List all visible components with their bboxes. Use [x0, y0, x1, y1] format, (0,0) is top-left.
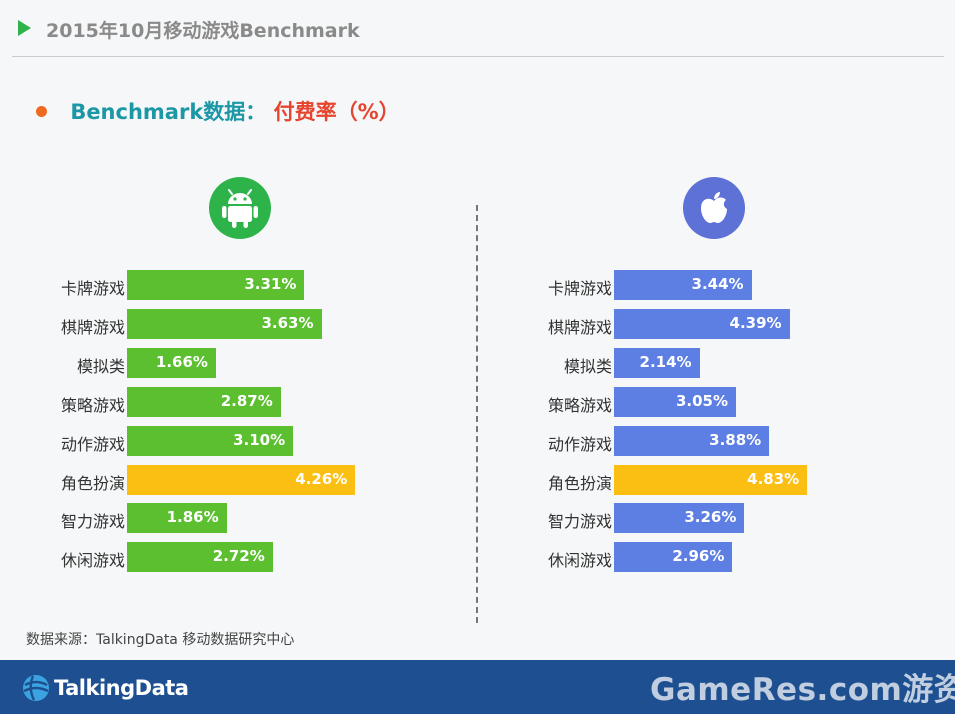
bar-value-label: 3.26% — [684, 508, 737, 527]
bar-row: 棋牌游戏 4.39% — [502, 308, 902, 339]
bar: 4.39% — [614, 308, 790, 339]
chart-subtitle: Benchmark数据： 付费率（%） — [36, 96, 400, 126]
bar-row: 模拟类 2.14% — [502, 347, 902, 378]
bar-row: 休闲游戏 2.96% — [502, 542, 902, 573]
watermark: GameRes.com游资网 — [650, 672, 955, 708]
subtitle-part-2: 付费率（%） — [273, 100, 400, 124]
bar-value-label: 2.14% — [639, 352, 692, 371]
bar-value-label: 3.88% — [709, 430, 762, 449]
bar: 1.86% — [127, 503, 227, 534]
bar: 4.83% — [614, 464, 808, 495]
category-label: 休闲游戏 — [547, 551, 612, 571]
category-label: 模拟类 — [76, 356, 125, 376]
bullet-dot-icon — [36, 105, 47, 117]
category-label: 策略游戏 — [547, 395, 612, 415]
bar: 4.26% — [127, 464, 356, 495]
data-source-note: 数据来源：TalkingData 移动数据研究中心 — [26, 632, 295, 648]
bar: 1.66% — [127, 347, 216, 378]
bar-value-label: 1.66% — [155, 352, 208, 371]
bar-row: 智力游戏 3.26% — [502, 503, 902, 534]
bar-row: 策略游戏 3.05% — [502, 386, 902, 417]
bar: 2.14% — [614, 347, 700, 378]
bar-value-label: 4.39% — [729, 313, 782, 332]
category-label: 动作游戏 — [60, 434, 125, 454]
category-label: 模拟类 — [563, 356, 612, 376]
bar-row: 棋牌游戏 3.63% — [15, 308, 415, 339]
bar: 3.44% — [614, 270, 752, 300]
bar: 3.63% — [127, 308, 322, 339]
bar-value-label: 1.86% — [166, 508, 219, 527]
category-label: 卡牌游戏 — [547, 279, 612, 298]
bar-row: 智力游戏 1.86% — [15, 503, 415, 534]
category-label: 智力游戏 — [60, 512, 125, 532]
page-title: 2015年10月移动游戏Benchmark — [46, 20, 360, 42]
bar-value-label: 2.96% — [672, 547, 725, 566]
bar: 3.26% — [614, 503, 745, 534]
bar-row: 卡牌游戏 3.44% — [502, 270, 902, 300]
bar-value-label: 4.83% — [747, 469, 800, 488]
category-label: 棋牌游戏 — [60, 317, 125, 337]
category-label: 角色扮演 — [60, 473, 125, 493]
category-label: 动作游戏 — [547, 434, 612, 454]
bar-value-label: 3.63% — [261, 313, 314, 332]
bar-value-label: 3.31% — [244, 275, 297, 293]
bar: 2.96% — [614, 542, 733, 573]
bar: 3.88% — [614, 425, 770, 456]
bar: 3.31% — [127, 270, 305, 300]
subtitle-part-1: Benchmark数据： — [70, 100, 267, 124]
bar-value-label: 3.05% — [675, 391, 728, 410]
category-label: 角色扮演 — [547, 473, 612, 493]
bar-row: 角色扮演 4.26% — [15, 464, 415, 495]
bar-value-label: 3.44% — [691, 275, 744, 293]
category-label: 策略游戏 — [60, 395, 125, 415]
bar-row: 模拟类 1.66% — [15, 347, 415, 378]
ios-bar-chart: 卡牌游戏 3.44% 棋牌游戏 4.39% 模拟类 2.14% 策略游戏 3.05% 动作游戏 3… — [502, 270, 902, 580]
category-label: 棋牌游戏 — [547, 317, 612, 337]
bar-row: 动作游戏 3.88% — [502, 425, 902, 456]
category-label: 卡牌游戏 — [60, 279, 125, 298]
bar-value-label: 3.10% — [233, 430, 286, 449]
bar-row: 角色扮演 4.83% — [502, 464, 902, 495]
footer-bar: TalkingData GameRes.com游资网 — [0, 660, 955, 714]
bar-value-label: 2.87% — [220, 391, 273, 410]
bar: 3.10% — [127, 425, 294, 456]
bar: 2.72% — [127, 542, 273, 573]
bar-value-label: 4.26% — [295, 469, 348, 488]
play-triangle-icon — [18, 20, 31, 36]
bar: 3.05% — [614, 386, 736, 417]
panel-divider — [476, 205, 478, 623]
logo-text: TalkingData — [54, 676, 189, 700]
bar: 2.87% — [127, 386, 281, 417]
bar-row: 策略游戏 2.87% — [15, 386, 415, 417]
bar-row: 休闲游戏 2.72% — [15, 542, 415, 573]
category-label: 休闲游戏 — [60, 551, 125, 571]
android-icon — [209, 177, 271, 239]
header-divider — [12, 56, 944, 57]
android-bar-chart: 卡牌游戏 3.31% 棋牌游戏 3.63% 模拟类 1.66% 策略游戏 2.87% 动作游戏 3… — [15, 270, 415, 580]
logo-ball-icon — [23, 675, 49, 701]
category-label: 智力游戏 — [547, 512, 612, 532]
header: 2015年10月移动游戏Benchmark — [0, 0, 955, 58]
bar-row: 动作游戏 3.10% — [15, 425, 415, 456]
bar-row: 卡牌游戏 3.31% — [15, 270, 415, 300]
apple-icon — [683, 177, 745, 239]
bar-value-label: 2.72% — [212, 547, 265, 566]
